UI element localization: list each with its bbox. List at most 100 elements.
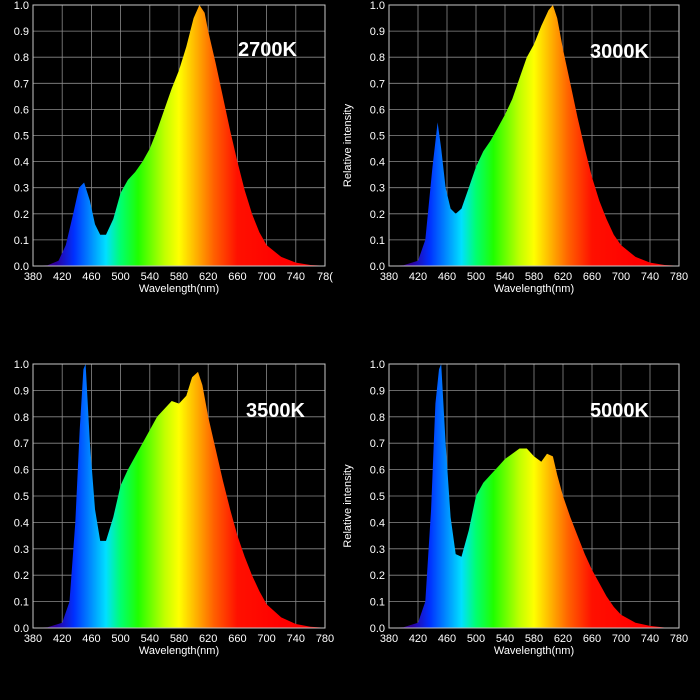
- cct-label: 2700K: [238, 39, 297, 61]
- chart-panel-2: 380 420 460 500 540 580 620 660 700 740 780 0.0 0.1 0…: [342, 0, 688, 295]
- y-tick-label: 0.4: [14, 517, 29, 529]
- cct-label: 3500K: [246, 400, 305, 422]
- x-tick-label: 420: [409, 271, 427, 283]
- cct-label: 3000K: [590, 41, 649, 63]
- y-tick-label: 0.0: [370, 261, 385, 273]
- y-tick-label: 0.4: [14, 157, 29, 169]
- x-tick-label: 540: [496, 633, 514, 645]
- x-axis-label: Wavelength(nm): [494, 645, 574, 657]
- y-tick-label: 0.5: [370, 131, 385, 143]
- y-tick-label: 0.8: [370, 412, 385, 424]
- y-tick-label: 0.2: [370, 570, 385, 582]
- y-tick-label: 0.1: [14, 235, 29, 247]
- y-tick-label: 0.9: [14, 26, 29, 38]
- x-tick-label: 500: [467, 271, 485, 283]
- chart-panel-4: 380 420 460 500 540 580 620 660 700 740 780 0.0 0.1 0…: [342, 359, 688, 657]
- x-tick-label: 620: [199, 271, 217, 283]
- y-tick-label: 1.0: [370, 0, 385, 12]
- y-tick-label: 0.2: [14, 209, 29, 221]
- x-tick-label: 380: [24, 271, 42, 283]
- plot-frame: [32, 4, 326, 267]
- x-tick-label: 460: [82, 633, 100, 645]
- plot-frame: [32, 363, 326, 629]
- y-tick-label: 0.9: [370, 26, 385, 38]
- y-tick-label: 0.1: [370, 235, 385, 247]
- x-tick-label: 78(: [317, 271, 333, 283]
- x-tick-label: 740: [641, 271, 659, 283]
- y-tick-label: 1.0: [14, 359, 29, 371]
- x-tick-label: 740: [287, 271, 305, 283]
- y-tick-label: 0.2: [14, 570, 29, 582]
- y-tick-label: 0.3: [14, 544, 29, 556]
- x-tick-label: 620: [554, 271, 572, 283]
- x-axis-label: Wavelength(nm): [139, 283, 219, 295]
- x-tick-label: 700: [612, 633, 630, 645]
- y-tick-label: 0.8: [14, 412, 29, 424]
- x-tick-label: 740: [641, 633, 659, 645]
- y-tick-label: 0.5: [14, 131, 29, 143]
- x-tick-label: 420: [53, 271, 71, 283]
- spectrum-area: [389, 5, 679, 266]
- y-tick-label: 0.1: [370, 597, 385, 609]
- x-axis-label: Wavelength(nm): [139, 645, 219, 657]
- x-tick-label: 540: [141, 633, 159, 645]
- x-tick-label: 420: [409, 633, 427, 645]
- x-tick-label: 460: [82, 271, 100, 283]
- x-tick-label: 380: [380, 271, 398, 283]
- y-tick-label: 0.7: [370, 438, 385, 450]
- y-tick-label: 0.7: [370, 78, 385, 90]
- y-tick-label: 0.0: [14, 261, 29, 273]
- x-tick-label: 380: [380, 633, 398, 645]
- spectrum-area: [389, 364, 679, 628]
- spectrum-area: [33, 364, 325, 628]
- x-tick-label: 660: [583, 271, 601, 283]
- x-tick-label: 660: [228, 633, 246, 645]
- y-tick-label: 0.8: [370, 52, 385, 64]
- y-tick-label: 0.2: [370, 209, 385, 221]
- x-axis-label: Wavelength(nm): [494, 283, 574, 295]
- x-tick-label: 620: [554, 633, 572, 645]
- plot-frame: [388, 4, 680, 267]
- y-tick-label: 0.0: [370, 623, 385, 635]
- x-tick-label: 700: [257, 633, 275, 645]
- spectrum-area: [33, 5, 325, 266]
- cct-label: 5000K: [590, 400, 649, 422]
- y-tick-label: 0.6: [14, 104, 29, 116]
- x-tick-label: 580: [525, 633, 543, 645]
- x-tick-label: 660: [228, 271, 246, 283]
- y-tick-label: 1.0: [370, 359, 385, 371]
- y-tick-label: 0.7: [14, 438, 29, 450]
- chart-panel-1: 380 420 460 500 540 580 620 660 700 740 78(0.0 0.1 0…: [14, 0, 334, 295]
- x-tick-label: 500: [111, 271, 129, 283]
- x-tick-label: 700: [257, 271, 275, 283]
- x-tick-label: 420: [53, 633, 71, 645]
- y-tick-label: 0.1: [14, 597, 29, 609]
- y-axis-label: Relative intensity: [342, 464, 354, 548]
- x-tick-label: 740: [287, 633, 305, 645]
- x-tick-label: 780: [316, 633, 334, 645]
- chart-panel-3: 380 420 460 500 540 580 620 660 700 740 780 0.0 0.1 0…: [14, 359, 334, 657]
- y-tick-label: 0.8: [14, 52, 29, 64]
- x-tick-label: 780: [670, 633, 688, 645]
- y-tick-label: 0.0: [14, 623, 29, 635]
- y-tick-label: 0.7: [14, 78, 29, 90]
- x-tick-label: 380: [24, 633, 42, 645]
- x-tick-label: 460: [438, 271, 456, 283]
- y-tick-label: 0.9: [14, 385, 29, 397]
- y-tick-label: 0.6: [370, 465, 385, 477]
- y-tick-label: 0.4: [370, 517, 385, 529]
- y-axis-label: Relative intensity: [342, 103, 354, 187]
- y-tick-label: 0.3: [370, 544, 385, 556]
- x-tick-label: 700: [612, 271, 630, 283]
- y-tick-label: 0.4: [370, 157, 385, 169]
- y-tick-label: 0.5: [14, 491, 29, 503]
- y-tick-label: 0.6: [370, 104, 385, 116]
- y-tick-label: 0.5: [370, 491, 385, 503]
- x-tick-label: 460: [438, 633, 456, 645]
- x-tick-label: 580: [525, 271, 543, 283]
- x-tick-label: 580: [170, 633, 188, 645]
- y-tick-label: 0.3: [14, 183, 29, 195]
- y-tick-label: 0.3: [370, 183, 385, 195]
- x-tick-label: 660: [583, 633, 601, 645]
